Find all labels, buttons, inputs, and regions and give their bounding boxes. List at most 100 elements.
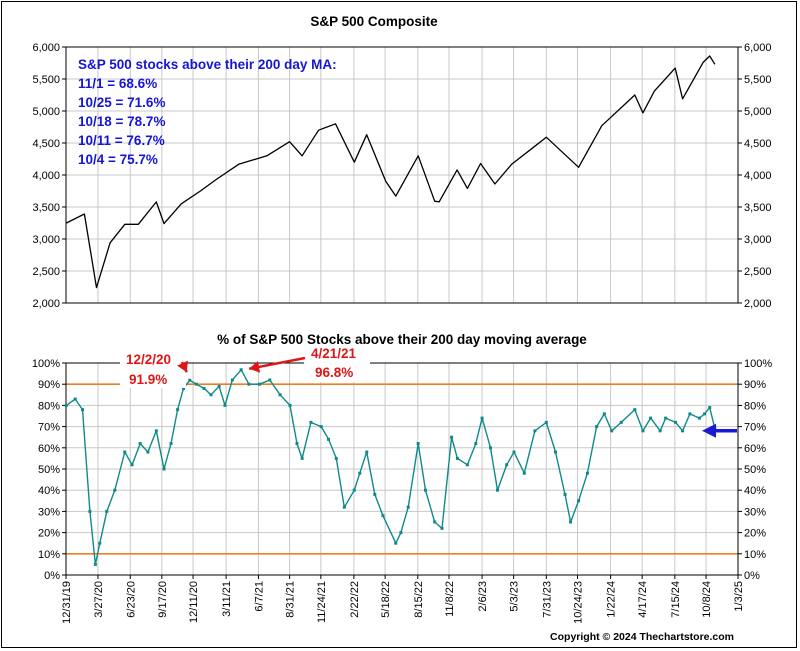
breadth-point (424, 488, 428, 492)
peak1-label-background (120, 350, 186, 388)
x-tick-label: 11/8/22 (444, 581, 456, 617)
breadth-point (585, 471, 589, 475)
top-right-tick-label: 3,500 (744, 202, 772, 214)
breadth-point (358, 471, 362, 475)
x-tick-label: 10/24/23 (573, 581, 585, 624)
bottom-left-tick-label: 100% (32, 358, 60, 370)
top-right-tick-label: 4,500 (744, 138, 772, 150)
breadth-point (465, 463, 469, 467)
breadth-point (319, 425, 323, 429)
breadth-point (123, 450, 127, 454)
breadth-point (154, 429, 158, 433)
breadth-point (223, 403, 227, 407)
breadth-point (399, 531, 403, 535)
bottom-left-tick-label: 20% (38, 528, 60, 540)
bottom-chart-right-axis: 0% 10% 20% 30% 40% 50% 60% 70% 80% 90% 100% (738, 358, 772, 582)
breadth-point (602, 412, 606, 416)
top-left-tick-label: 2,500 (32, 266, 60, 278)
top-left-tick-label: 3,500 (32, 202, 60, 214)
top-right-tick-label: 4,000 (744, 170, 772, 182)
annotation-line-1: 11/1 = 68.6% (78, 76, 157, 91)
breadth-point (169, 442, 173, 446)
breadth-point (300, 456, 304, 460)
x-tick-label: 10/8/24 (701, 581, 713, 618)
top-left-tick-label: 6,000 (32, 42, 60, 54)
bottom-left-tick-label: 90% (38, 379, 60, 391)
breadth-point (365, 450, 369, 454)
x-tick-label: 5/18/22 (380, 581, 392, 618)
breadth-point (88, 509, 92, 513)
peak2-label-background (304, 344, 370, 382)
breadth-point (98, 541, 102, 545)
x-tick-label: 12/31/19 (61, 581, 73, 624)
breadth-point (217, 384, 221, 388)
bottom-right-tick-label: 40% (744, 485, 766, 497)
bottom-right-tick-label: 50% (744, 464, 766, 476)
x-tick-label: 7/15/24 (670, 581, 682, 618)
peak2-date-label: 4/21/21 (311, 346, 357, 361)
breadth-point (268, 378, 272, 382)
top-chart-right-axis: 2,000 2,500 3,000 3,500 4,000 4,500 5,000 5,500… (738, 42, 772, 310)
breadth-point (288, 403, 292, 407)
breadth-point (406, 505, 410, 509)
breadth-point (130, 463, 134, 467)
breadth-line (65, 369, 716, 566)
breadth-series (64, 368, 717, 566)
breadth-point (688, 412, 692, 416)
current-arrow-head (702, 423, 716, 438)
annotation-line-heading: S&P 500 stocks above their 200 day MA: (78, 57, 337, 72)
breadth-point (649, 416, 653, 420)
top-right-tick-label: 6,000 (744, 42, 772, 54)
breadth-point (394, 541, 398, 545)
bottom-left-tick-label: 60% (38, 443, 60, 455)
breadth-point (480, 416, 484, 420)
annotation-line-2: 10/25 = 71.6% (78, 95, 165, 110)
breadth-point (697, 416, 701, 420)
breadth-point (113, 488, 117, 492)
breadth-point (641, 429, 645, 433)
peak1-date-label: 12/2/20 (126, 352, 171, 367)
bottom-left-tick-label: 70% (38, 422, 60, 434)
breadth-point (569, 520, 573, 524)
breadth-point (416, 442, 420, 446)
bottom-right-tick-label: 100% (744, 358, 772, 370)
breadth-point (474, 442, 478, 446)
breadth-point (278, 393, 282, 397)
x-tick-label: 4/17/24 (637, 581, 649, 618)
breadth-point (64, 403, 68, 407)
bottom-chart-left-axis: 0% 10% 20% 30% 40% 50% 60% 70% 80% 90% 100% (32, 358, 66, 582)
peak-arrows (177, 356, 306, 373)
breadth-point (544, 420, 548, 424)
breadth-point (342, 505, 346, 509)
annotation-line-5: 10/4 = 75.7% (78, 152, 158, 167)
breadth-point (681, 429, 685, 433)
top-right-tick-label: 5,500 (744, 74, 772, 86)
x-tick-label: 8/15/22 (413, 581, 425, 618)
breadth-point (247, 382, 251, 386)
top-left-tick-label: 5,500 (32, 74, 60, 86)
breadth-point (633, 408, 637, 412)
bottom-chart-x-axis: 12/31/19 3/27/20 6/23/20 9/17/20 12/11/20 3/1… (61, 575, 745, 624)
x-tick-label: 9/17/20 (157, 581, 169, 618)
bottom-title-background (207, 329, 602, 348)
x-tick-label: 2/6/23 (477, 581, 489, 612)
annotation-line-4: 10/11 = 76.7% (78, 133, 165, 148)
top-left-tick-label: 4,500 (32, 138, 60, 150)
bottom-left-tick-label: 80% (38, 400, 60, 412)
price-line (66, 55, 716, 289)
bottom-right-tick-label: 80% (744, 400, 766, 412)
x-tick-label: 3/11/21 (221, 581, 233, 617)
top-left-tick-label: 3,000 (32, 234, 60, 246)
breadth-point (440, 526, 444, 530)
breadth-point (162, 467, 166, 471)
breadth-point (295, 442, 299, 446)
top-right-tick-label: 2,500 (744, 266, 772, 278)
breadth-point (327, 437, 331, 441)
breadth-point (239, 368, 243, 372)
bottom-chart-grid (66, 363, 738, 575)
bottom-right-tick-label: 10% (744, 549, 766, 561)
breadth-point (553, 450, 557, 454)
bottom-right-tick-label: 70% (744, 422, 766, 434)
